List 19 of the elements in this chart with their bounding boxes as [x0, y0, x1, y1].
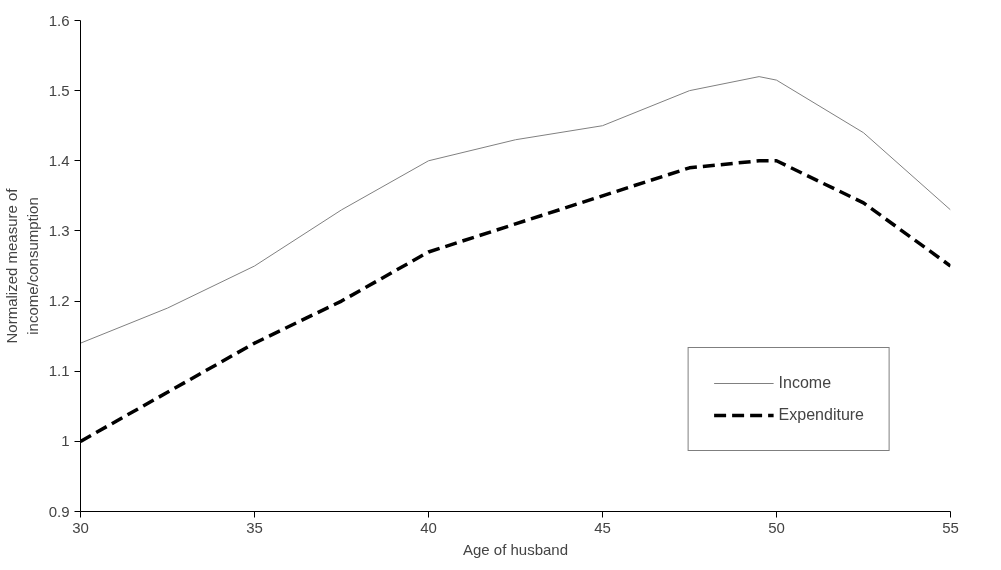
y-tick-label: 1.6 — [48, 11, 70, 29]
y-tick-label: 1.3 — [48, 221, 70, 239]
x-tick-label: 40 — [420, 518, 437, 536]
x-tick-label: 35 — [246, 518, 263, 536]
x-tick-label: 45 — [594, 518, 611, 536]
y-tick-label: 1.4 — [48, 151, 70, 169]
y-tick-label: 1.2 — [48, 292, 70, 310]
x-axis-title: Age of husband — [462, 540, 569, 558]
legend-label: Expenditure — [778, 406, 864, 424]
y-tick-label: 1.1 — [48, 362, 70, 380]
x-tick-label: 50 — [768, 518, 785, 536]
y-axis-title: Normalized measure of income/consumption — [3, 187, 41, 344]
x-tick-label: 55 — [942, 518, 959, 536]
y-tick-label: 1.5 — [48, 81, 70, 99]
line-series — [80, 76, 951, 344]
legend-label: Income — [778, 374, 832, 392]
y-tick-label: 1 — [61, 432, 70, 450]
y-tick-label: 0.9 — [48, 502, 70, 520]
x-tick-label: 30 — [72, 518, 89, 536]
